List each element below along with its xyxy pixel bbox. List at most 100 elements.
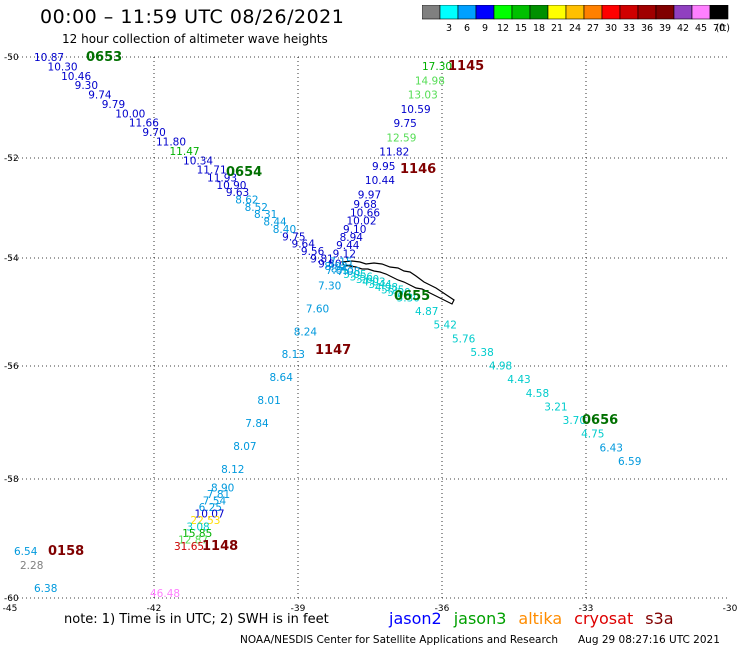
- track1-swh-label: 11.93: [207, 173, 237, 185]
- track1-swh-label: 3.44: [368, 279, 392, 291]
- track1-swh-label: 10.46: [61, 71, 91, 83]
- legend-s3a: s3a: [645, 609, 674, 628]
- track1-swh-label: 3.21: [544, 401, 567, 413]
- track2-swh-label: 10.02: [346, 216, 376, 228]
- longitude-tick: -30: [723, 604, 738, 614]
- track2-swh-label: 9.75: [393, 118, 416, 130]
- pass-time-label: 1146: [400, 162, 436, 177]
- track2-swh-label: 10.44: [365, 175, 395, 187]
- track1-swh-label: 10.30: [48, 61, 78, 73]
- colorbar-label: 24: [569, 23, 581, 34]
- track1-swh-label: 7.08: [337, 266, 360, 278]
- isolated-swh-label: 2.28: [20, 560, 43, 572]
- track2-swh-label: 15.85: [182, 528, 212, 540]
- latitude-tick: -52: [4, 154, 19, 164]
- colorbar-label: 21: [551, 23, 563, 34]
- track2-swh-label: 7.60: [306, 303, 329, 315]
- colorbar-label: 33: [623, 23, 635, 34]
- latitude-tick: -56: [4, 362, 19, 372]
- track1-swh-label: 8.43: [331, 264, 354, 276]
- isolated-swh-label: 6.38: [34, 583, 57, 595]
- track2-swh-label: 8.64: [270, 372, 294, 384]
- track1-swh-label: 9.80: [318, 258, 341, 270]
- track1-swh-label: 8.92: [324, 261, 347, 273]
- pass-time-label: 0655: [394, 289, 430, 304]
- footnote: note: 1) Time is in UTC; 2) SWH is in fe…: [64, 612, 329, 627]
- track2-swh-label: 8.90: [211, 483, 234, 495]
- track1-swh-label: 5.30: [397, 292, 420, 304]
- track2-swh-label: 10.66: [350, 207, 380, 219]
- legend-cryosat: cryosat: [574, 609, 634, 628]
- track2-swh-label: 9.10: [343, 224, 366, 236]
- track2-swh-label: 9.12: [333, 248, 356, 260]
- track2-swh-label: 10.07: [195, 509, 225, 521]
- longitude-tick: -42: [147, 604, 162, 614]
- track1-swh-label: 8.52: [245, 202, 268, 214]
- track2-swh-label: 14.98: [415, 75, 445, 87]
- track1-swh-label: 9.74: [88, 90, 112, 102]
- pass-time-label: 0653: [86, 50, 122, 65]
- track2-swh-label: 9.68: [353, 199, 376, 211]
- track1-swh-label: 6.59: [618, 456, 641, 468]
- track1-swh-label: 9.64: [292, 239, 316, 251]
- track1-swh-label: 4.98: [489, 361, 512, 373]
- track2-swh-label: 10.59: [401, 104, 431, 116]
- colorbar-label: 3: [446, 23, 452, 34]
- track2-swh-label: 7.30: [318, 280, 341, 292]
- pass-time-label: 0158: [48, 544, 84, 559]
- track2-swh-label: 7.84: [245, 418, 269, 430]
- track1-swh-label: 4.58: [526, 388, 549, 400]
- colorbar-unit: (ft): [716, 23, 730, 34]
- latitude-tick: -60: [4, 594, 19, 604]
- latitude-tick: -54: [4, 254, 19, 264]
- track2-swh-label: 8.01: [257, 395, 280, 407]
- colorbar-label: 70: [713, 23, 725, 34]
- track1-swh-label: 9.63: [226, 187, 249, 199]
- track2-swh-label: 8.94: [340, 232, 364, 244]
- colorbar-label: 42: [677, 23, 689, 34]
- longitude-tick: -33: [579, 604, 594, 614]
- track1-swh-label: 5.76: [452, 333, 476, 345]
- color-scale-legend: 3 6 9 12 15 18 21 24 27 30 33 36 39 42 45 70(ft): [422, 5, 730, 34]
- longitude-tick: -39: [291, 604, 306, 614]
- credit-line: NOAA/NESDIS Center for Satellite Applica…: [240, 634, 558, 646]
- track2-swh-label: 12.59: [386, 132, 416, 144]
- track1-swh-label: 6.43: [600, 442, 623, 454]
- pass-time-label: 1147: [315, 343, 351, 358]
- track1-swh-label: 4.98: [375, 282, 398, 294]
- track2-swh-label: 9.44: [336, 240, 360, 252]
- colorbar-label: 27: [587, 23, 599, 34]
- track2-swh-label: 22.53: [190, 515, 220, 527]
- south-georgia-island-outline: [340, 260, 455, 305]
- track1-swh-label: 5.25: [381, 284, 404, 296]
- track2-swh-label: 9.97: [358, 189, 381, 201]
- legend-jason3: jason3: [453, 609, 507, 628]
- track1-swh-label: 8.44: [263, 217, 287, 229]
- latitude-tick: -58: [4, 475, 19, 485]
- track2-swh-label: 8.07: [233, 441, 256, 453]
- track1-swh-label: 9.81: [310, 253, 333, 265]
- track1-swh-label: 5.42: [434, 320, 457, 332]
- track1-swh-label: 10.00: [115, 108, 145, 120]
- track1-swh-label: 9.70: [142, 127, 165, 139]
- track2-swh-label: 7.81: [207, 489, 230, 501]
- track2-swh-label: 8.24: [294, 326, 318, 338]
- pass-time-label: 1148: [202, 539, 238, 554]
- pass-time-label: 1145: [448, 59, 484, 74]
- map-axis-labels: -45 -42 -39 -36 -33 -30 -50 -52 -54 -56 -58 -60: [3, 53, 738, 614]
- track2-swh-label: 7.85: [326, 265, 349, 277]
- track2-swh-label: 7.54: [203, 496, 227, 508]
- colorbar-label: 30: [605, 23, 617, 34]
- colorbar-label: 45: [695, 23, 707, 34]
- track1-swh-label: 9.79: [102, 99, 125, 111]
- track1-swh-label: 3.70: [563, 415, 586, 427]
- altimeter-tracks: 10.8710.3010.469.309.749.7910.0011.669.7…: [14, 50, 641, 600]
- track1-swh-label: 3.60: [356, 274, 379, 286]
- track1-swh-label: 10.87: [34, 52, 64, 64]
- track2-swh-label: 7.15: [329, 257, 352, 269]
- track1-swh-label: 11.47: [170, 146, 200, 158]
- colorbar-swatch: [709, 5, 729, 20]
- page-subtitle: 12 hour collection of altimeter wave hei…: [62, 32, 328, 46]
- track2-swh-label: 6.25: [199, 502, 222, 514]
